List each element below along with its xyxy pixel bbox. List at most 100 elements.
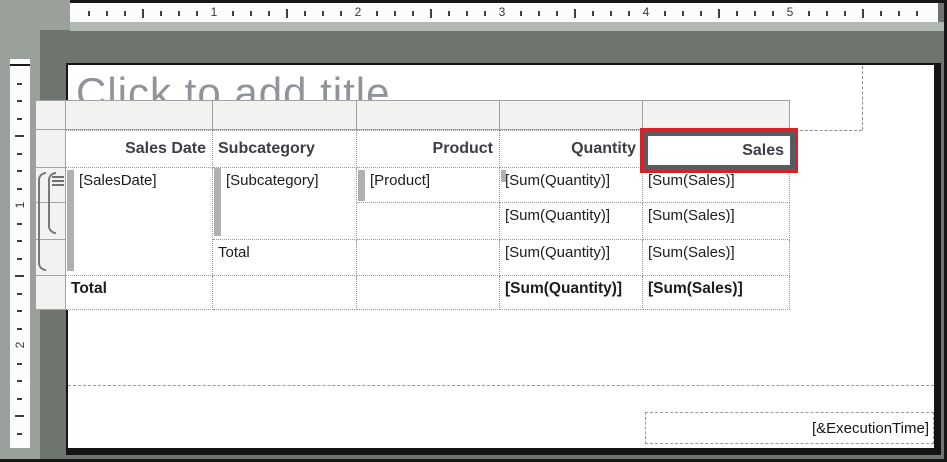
cell-grand-total-empty-2[interactable] — [357, 276, 500, 310]
body-right-boundary-dashed-line — [862, 66, 863, 130]
ruler-tick — [250, 11, 252, 16]
ruler-number: 2 — [13, 341, 27, 349]
column-handle-sales-date[interactable] — [66, 100, 213, 130]
ruler-tick — [88, 11, 90, 16]
column-handle-sales[interactable] — [643, 100, 790, 130]
footer-top-boundary-dashed-line — [68, 385, 934, 386]
header-cell-product[interactable]: Product — [357, 130, 500, 168]
column-handle-product[interactable] — [357, 100, 500, 130]
ruler-tick — [17, 152, 22, 155]
ruler-tick — [592, 11, 594, 16]
ruler-tick — [448, 11, 450, 16]
ruler-tick — [898, 11, 900, 16]
group-cell-bar-subcategory — [214, 168, 221, 236]
horizontal-ruler: 1 2 3 4 5 — [70, 3, 938, 22]
column-handle-quantity[interactable] — [500, 100, 643, 130]
cell-product-total-empty[interactable] — [357, 203, 500, 240]
cell-grand-total-empty-1[interactable] — [213, 276, 357, 310]
ruler-number: 3 — [498, 5, 506, 19]
ruler-tick — [718, 9, 720, 18]
ruler-tick — [17, 222, 22, 225]
row-handle-product-total[interactable] — [35, 203, 66, 240]
ruler-tick — [862, 9, 864, 18]
row-handle-grand-total[interactable] — [35, 276, 66, 310]
cell-product[interactable]: [Product] — [357, 168, 500, 203]
ruler-number: 2 — [354, 5, 362, 19]
cell-subcategory-total-quantity[interactable]: [Sum(Quantity)] — [500, 240, 643, 276]
ruler-tick — [178, 11, 180, 16]
header-cell-sales-date[interactable]: Sales Date — [66, 130, 213, 168]
cell-subcategory-group[interactable]: [Subcategory] — [213, 168, 357, 240]
ruler-tick — [808, 11, 810, 16]
selected-cell-sales[interactable]: Sales — [648, 136, 790, 165]
tablix-corner-handle[interactable] — [35, 100, 66, 130]
cell-grand-total-sales[interactable]: [Sum(Sales)] — [643, 276, 790, 310]
header-bottom-boundary-dashed-line — [790, 130, 862, 131]
group-bracket-subcategory — [48, 172, 56, 234]
ruler-tick — [160, 11, 162, 16]
ruler-number: 1 — [210, 5, 218, 19]
group-cell-bar-product — [358, 170, 365, 201]
ruler-tick — [17, 292, 22, 295]
ruler-tick — [17, 170, 22, 172]
ruler-tick — [17, 240, 22, 242]
ruler-tick — [484, 11, 486, 16]
cell-subcategory-total-label[interactable]: Total — [213, 240, 357, 276]
ruler-number: 5 — [786, 5, 794, 19]
ruler-tick — [340, 11, 342, 16]
ruler-tick — [124, 11, 126, 16]
ruler-tick — [628, 11, 630, 16]
cell-subcategory-total-sales[interactable]: [Sum(Sales)] — [643, 240, 790, 276]
ruler-tick — [826, 11, 828, 16]
ruler-tick — [736, 11, 738, 16]
ruler-number: 1 — [13, 201, 27, 209]
cell-sales-sum[interactable]: [Sum(Sales)] — [643, 168, 790, 203]
ruler-tick — [700, 11, 702, 16]
ruler-tick — [880, 11, 882, 16]
execution-time-textbox[interactable]: [&ExecutionTime] — [645, 412, 934, 444]
ruler-tick — [394, 11, 396, 16]
row-handle-subcategory-total[interactable] — [35, 240, 66, 276]
ruler-tick — [17, 187, 22, 190]
ruler-tick — [196, 11, 198, 16]
ruler-tick — [17, 380, 22, 382]
ruler-tick — [754, 11, 756, 16]
ruler-tick — [304, 11, 306, 16]
details-group-icon — [52, 176, 64, 186]
cell-product-total-sales[interactable]: [Sum(Sales)] — [643, 203, 790, 240]
ruler-tick — [17, 327, 22, 330]
ruler-tick — [286, 9, 288, 18]
ruler-tick — [17, 432, 22, 435]
cell-quantity-sum[interactable]: [Sum(Quantity)] — [500, 168, 643, 203]
ruler-tick — [17, 117, 22, 120]
ruler-tick — [268, 11, 270, 16]
ruler-tick — [17, 82, 22, 85]
ruler-tick — [322, 11, 324, 16]
header-cell-quantity[interactable]: Quantity — [500, 130, 643, 168]
ruler-tick — [772, 11, 774, 16]
ruler-tick — [466, 11, 468, 16]
highlight-box-sales[interactable]: Sales — [640, 128, 798, 173]
ruler-tick — [17, 362, 22, 365]
column-handle-subcategory[interactable] — [213, 100, 357, 130]
group-cell-tab-quantity — [501, 170, 506, 182]
cell-grand-total-label[interactable]: Total — [66, 276, 213, 310]
ruler-tick — [17, 257, 22, 260]
cell-subcategory-total-empty[interactable] — [357, 240, 500, 276]
header-cell-subcategory[interactable]: Subcategory — [213, 130, 357, 168]
cell-grand-total-quantity[interactable]: [Sum(Quantity)] — [500, 276, 643, 310]
ruler-tick — [17, 310, 22, 312]
group-cell-bar-sales-date — [67, 170, 74, 271]
vertical-ruler-section-band — [10, 381, 30, 390]
group-bracket-sales-date — [38, 172, 46, 271]
row-handle-header[interactable] — [35, 130, 66, 168]
ruler-tick — [376, 11, 378, 16]
cell-product-total-quantity[interactable]: [Sum(Quantity)] — [500, 203, 643, 240]
ruler-tick — [610, 11, 612, 16]
cell-sales-date-group[interactable]: [SalesDate] — [66, 168, 213, 276]
ruler-tick — [556, 11, 558, 16]
ruler-tick — [106, 11, 108, 16]
ruler-number: 4 — [642, 5, 650, 19]
